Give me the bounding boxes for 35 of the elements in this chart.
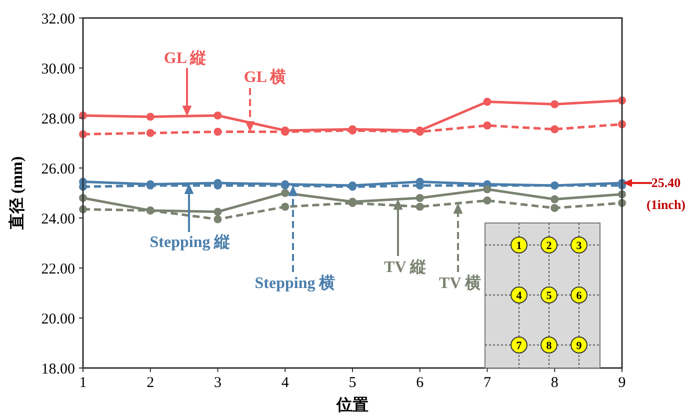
y-axis-title: 直径 (mm) <box>8 156 26 231</box>
annotation: 2 <box>546 240 552 252</box>
x-tick-label: 1 <box>79 375 87 391</box>
annotation: 5 <box>546 290 552 302</box>
text: GL 縦 <box>164 49 206 67</box>
x-tick-label: 5 <box>348 375 356 391</box>
x-tick-label: 8 <box>550 375 558 391</box>
annotation: 1 <box>516 240 522 252</box>
y-tick-label: 20.00 <box>41 311 75 328</box>
annotation: 7 <box>516 340 522 352</box>
text: Stepping 縦 <box>150 233 230 251</box>
annotation: 3 <box>576 240 582 252</box>
y-tick-label: 18.00 <box>41 361 75 378</box>
y-tick-label: 32.00 <box>41 11 75 28</box>
text: GL 横 <box>244 68 286 86</box>
y-tick-label: 26.00 <box>41 161 75 178</box>
y-tick-label: 30.00 <box>41 61 75 78</box>
annotation: 25.40 (1inch) <box>646 175 686 212</box>
text: TV 縦 <box>384 258 426 276</box>
x-tick-label: 9 <box>618 375 626 391</box>
x-axis-title: 位置 <box>336 396 368 414</box>
text: Stepping 横 <box>254 274 336 292</box>
annotation: 6 <box>576 290 582 302</box>
x-tick-label: 7 <box>484 375 492 391</box>
text: TV 横 <box>439 274 481 292</box>
x-tick-label: 6 <box>416 375 424 391</box>
annotation: 9 <box>576 340 582 352</box>
x-tick-label: 4 <box>281 375 290 391</box>
annotation: 4 <box>516 290 522 302</box>
x-tick-label: 2 <box>146 375 154 391</box>
x-tick-label: 3 <box>214 375 222 391</box>
annotation: 8 <box>546 340 552 352</box>
y-tick-label: 28.00 <box>41 111 75 128</box>
y-tick-label: 24.00 <box>41 211 75 228</box>
y-tick-label: 22.00 <box>41 261 75 278</box>
